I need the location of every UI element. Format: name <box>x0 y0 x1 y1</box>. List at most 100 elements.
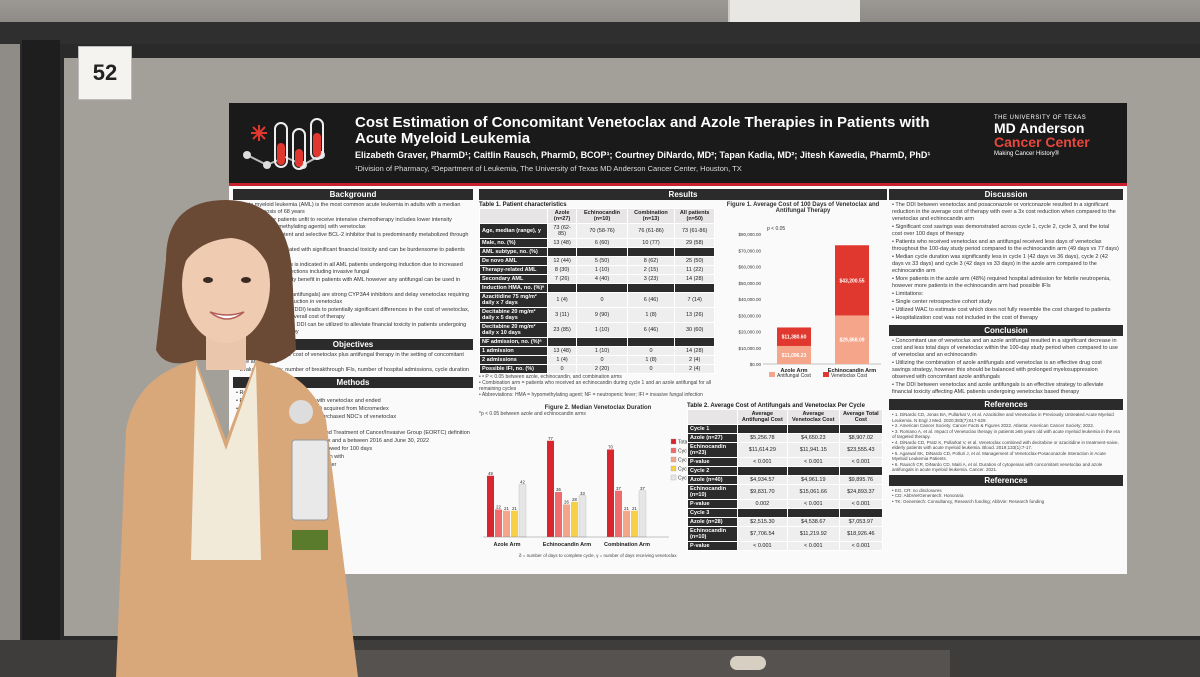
table-cell: 1 (4) <box>546 355 578 365</box>
section-heading-results: Results <box>479 189 887 200</box>
conclusion-bullet: • Concomitant use of venetoclax and an a… <box>892 338 1118 358</box>
y-tick-label: $30,000.00 <box>738 313 761 318</box>
table-row: 2 admissions 1 (4) 0 1 (8) 2 (4) <box>479 355 715 365</box>
discussion-text: • The DDI between venetoclax and posacon… <box>889 200 1123 325</box>
table-cell <box>674 337 715 347</box>
table-cell: $2,515.30 <box>736 517 788 527</box>
table-header-cell: All patients (n=50) <box>674 208 715 224</box>
table-cell: 3 (23) <box>626 274 676 284</box>
objectives-bullet: • Evaluate intensity, number of breakthr… <box>236 367 469 373</box>
table-cell <box>786 508 840 518</box>
bar-value-label: 42 <box>520 480 525 485</box>
table-cell: < 0.001 <box>786 499 840 509</box>
figure1-block: Figure 1. Average Cost of 100 Days of Ve… <box>719 202 887 380</box>
poster-board-pole <box>22 40 60 670</box>
patient-characteristics-table: Azole (n=27) Echinocandin (n=10) Combinati… <box>479 208 715 374</box>
table-cell: $8,907.02 <box>838 433 884 443</box>
discussion-bullet: • The DDI between venetoclax and posacon… <box>892 202 1116 222</box>
bar-value-label: 70 <box>608 445 613 450</box>
table-cell <box>626 283 676 293</box>
table-cell: $4,538.67 <box>786 517 840 527</box>
presenter-person <box>116 200 358 677</box>
bar-value-label: 49 <box>488 471 493 476</box>
table-cell: $11,941.15 <box>786 442 840 458</box>
table-row: Echinocandin (n=10) $7,706.54 $11,219.92 $1… <box>687 526 884 542</box>
table-cell: 76 (61-86) <box>626 223 676 239</box>
header-accent-line <box>229 183 1127 186</box>
table-row: P-value < 0.001 < 0.001 < 0.001 <box>687 541 884 551</box>
table-cell: < 0.001 <box>736 541 788 551</box>
table-cell: Cycle 3 <box>687 508 738 518</box>
table-row: AML subtype, no. (%) <box>479 247 715 257</box>
table-cell: 0 <box>576 292 628 308</box>
table-cell <box>546 337 578 347</box>
table-cell <box>626 247 676 257</box>
table-cell: Decitabine 20 mg/m² daily x 10 days <box>479 322 548 338</box>
table-cell: 14 (28) <box>674 274 715 284</box>
poster-header: Cost Estimation of Concomitant Venetocla… <box>229 103 1127 183</box>
table-cell: < 0.001 <box>838 499 884 509</box>
table-cell: $4,961.19 <box>786 475 840 485</box>
table-cell: $9,895.76 <box>838 475 884 485</box>
table-cell: 7 (26) <box>546 274 578 284</box>
table-cell: Azole (n=27) <box>687 433 738 443</box>
table-cell: 6 (46) <box>626 292 676 308</box>
bar <box>607 449 614 537</box>
legend-swatch <box>670 474 677 481</box>
disclosure-item: • EG, CR: no disclosures <box>892 487 942 493</box>
table-cell: 6 (46) <box>626 322 676 338</box>
discussion-bullet: • Hospitalization cost was not included … <box>892 315 1038 321</box>
discussion-bullet: • Utilized WAC to estimate cost which do… <box>892 307 1111 313</box>
table-cell: Cycle 2 <box>687 466 738 476</box>
table-header-cell <box>687 409 738 425</box>
table-cell: 8 (62) <box>626 256 676 266</box>
table-cell: 4 (40) <box>576 274 628 284</box>
bar-data-label: $11,096.23 <box>782 353 807 359</box>
table-cell: 7 (14) <box>674 292 715 308</box>
reference-item: • 1. DiNardo CD, Jonas BA, Pullarkat V, … <box>892 412 1114 423</box>
table-cell: < 0.001 <box>838 457 884 467</box>
table1-note: • Combination arm = patients who receive… <box>479 380 712 392</box>
bar-value-label: 37 <box>616 486 621 491</box>
table-cell: 13 (26) <box>674 307 715 323</box>
table-cell <box>576 337 628 347</box>
table-row: Age, median (range), y 73 (62-85) 70 (58-7… <box>479 223 715 239</box>
bar-value-label: 77 <box>548 436 553 441</box>
table-cell: Age, median (range), y <box>479 223 548 239</box>
table-header-cell: Average Antifungal Cost <box>736 409 788 425</box>
disclosure-item: • TK: Genentech: Consultancy, Research f… <box>892 498 1045 504</box>
table-row: Echinocandin (n=10) $9,831.70 $15,061.66 $2… <box>687 484 884 500</box>
reference-item: • 4. DiNardo CD, Pratz K, Pullarkat V, e… <box>892 439 1119 451</box>
table-cell <box>838 424 884 434</box>
disclosures-text: • EG, CR: no disclosures • CD: AbbVie/Gen… <box>889 486 1123 507</box>
table-cell <box>838 508 884 518</box>
table-cell: Azole (n=28) <box>687 517 738 527</box>
table-cell: Induction HMA, no. (%)ᵃ <box>479 283 548 293</box>
bar-data-label: $43,200.55 <box>839 278 864 284</box>
bar <box>511 510 518 537</box>
adjacent-board <box>0 44 20 644</box>
bar <box>638 490 647 538</box>
poster-title: Cost Estimation of Concomitant Venetocla… <box>355 114 930 147</box>
disclosure-item: • CD: AbbVie/Genentech: Honoraria <box>892 493 964 498</box>
methods-bullet: • European Organization Research and Tre… <box>236 430 470 436</box>
y-tick-label: $70,000.00 <box>738 248 761 253</box>
bar <box>495 509 502 537</box>
references-text: • 1. DiNardo CD, Jonas BA, Pullarkat V, … <box>889 410 1123 475</box>
bar-value-label: 26 <box>564 500 569 505</box>
reference-item: • 3. Romano A, et al. Impact of Venetocl… <box>892 428 1120 440</box>
table-cell: 0 <box>626 346 676 356</box>
poster-board-top-rail <box>0 22 1200 44</box>
table-cell: 2 (20) <box>576 364 628 374</box>
table-cell: $24,893.37 <box>838 484 884 500</box>
bar-value-label: 21 <box>504 506 509 511</box>
table-cell: 23 (85) <box>546 322 578 338</box>
logo-name: MD Anderson <box>994 120 1085 136</box>
bar-segment <box>777 345 811 364</box>
x-tick-label: Azole Arm <box>494 542 521 548</box>
table-cell: Azacitidine 75 mg/m² daily x 7 days <box>479 292 548 308</box>
table-cell: $9,831.70 <box>736 484 788 500</box>
discussion-bullet: • Median cycle duration was significantl… <box>892 254 1108 274</box>
bar-data-label: $29,868.09 <box>839 338 864 344</box>
